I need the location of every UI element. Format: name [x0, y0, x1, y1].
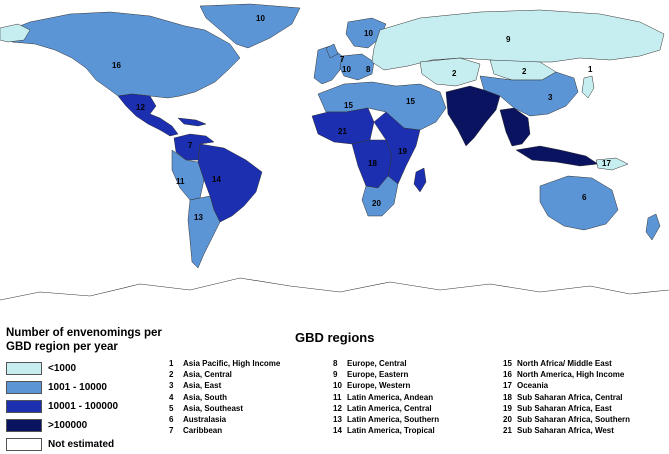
- region-asia-pacific-high-income: [581, 75, 595, 99]
- region-australasia: [539, 175, 619, 231]
- gbd-region-item: 21 Sub Saharan Africa, West: [503, 426, 614, 436]
- map-label-africa-west: 21: [338, 127, 347, 136]
- gbd-region-item: 19 Sub Saharan Africa, East: [503, 403, 612, 413]
- legend-swatch: [6, 419, 42, 432]
- map-label-uk: 7: [340, 55, 345, 64]
- region-latam-northern: [173, 133, 215, 161]
- region-latam-central: [117, 93, 179, 137]
- region-ssa-southern: [361, 175, 399, 217]
- gbd-region-item: 14 Latin America, Tropical: [333, 426, 435, 436]
- map-label-scandinavia: 10: [364, 29, 373, 38]
- legend-swatch: [6, 438, 42, 451]
- legend-row: >100000: [6, 416, 166, 435]
- region-oceania: [595, 157, 629, 171]
- map-label-middle-east: 15: [406, 97, 415, 106]
- map-label-caribbean: 7: [188, 141, 193, 150]
- legend-label: 10001 - 100000: [48, 401, 119, 412]
- region-ssa-west: [311, 107, 375, 145]
- gbd-region-item: 7 Caribbean: [169, 426, 223, 436]
- region-latam-southern: [187, 195, 221, 269]
- map-label-central-asia-east: 2: [522, 67, 527, 76]
- region-asia-central: [419, 57, 481, 87]
- region-caribbean: [177, 117, 207, 127]
- map-label-latam-central: 12: [136, 103, 145, 112]
- region-asia-southeast: [499, 107, 531, 147]
- region-alaska-low: [0, 23, 31, 43]
- legend-title: Number of envenomings per GBD region per…: [6, 326, 166, 354]
- gbd-region-item: 12 Latin America, Central: [333, 403, 432, 413]
- region-north-america-high-income: [3, 11, 241, 99]
- region-new-zealand: [645, 213, 661, 241]
- region-madagascar: [413, 167, 427, 193]
- region-greenland: [199, 3, 301, 49]
- map-label-greenland: 10: [256, 14, 265, 23]
- world-map: 10 16 9 10 10 8 7 2 2 3 15 15 21 18 19 2…: [0, 3, 669, 301]
- gbd-region-item: 3 Asia, East: [169, 381, 222, 391]
- gbd-region-item: 4 Asia, South: [169, 392, 228, 402]
- legend-label: <1000: [48, 363, 77, 374]
- map-label-africa-southern: 20: [372, 199, 381, 208]
- gbd-region-item: 6 Australasia: [169, 414, 227, 424]
- map-label-southern-latam: 13: [194, 213, 203, 222]
- map-label-japan: 1: [588, 65, 593, 74]
- gbd-region-item: 11 Latin America, Andean: [333, 392, 434, 402]
- map-label-oceania: 17: [602, 159, 611, 168]
- legend-swatch: [6, 381, 42, 394]
- gbd-region-item: 18 Sub Saharan Africa, Central: [503, 392, 623, 402]
- legend-label: >100000: [48, 420, 88, 431]
- legend-label: 1001 - 10000: [48, 382, 107, 393]
- map-label-eastern-europe: 9: [506, 35, 511, 44]
- gbd-region-item: 16 North America, High Income: [503, 370, 625, 380]
- gbd-region-item: 20 Sub Saharan Africa, Southern: [503, 414, 631, 424]
- map-label-central-europe: 8: [366, 65, 371, 74]
- region-europe-eastern: [371, 9, 665, 71]
- region-europe-central: [339, 53, 375, 81]
- gbd-region-column-2: 8 Europe, Central 9 Europe, Eastern 10 Euro…: [333, 358, 439, 436]
- antarctica-outline: [0, 277, 669, 301]
- legend-row: <1000: [6, 359, 166, 378]
- map-label-andean: 11: [176, 177, 185, 186]
- map-label-east-asia: 3: [548, 93, 553, 102]
- map-label-north-america: 16: [112, 61, 121, 70]
- gbd-region-column-3: 15 North Africa/ Middle East 16 North Amer…: [503, 358, 630, 436]
- map-label-australia: 6: [582, 193, 587, 202]
- gbd-region-item: 5 Asia, Southeast: [169, 403, 244, 413]
- map-label-tropical: 14: [212, 175, 221, 184]
- legend-swatch: [6, 362, 42, 375]
- map-label-north-africa: 15: [344, 101, 353, 110]
- region-uk: [325, 43, 339, 59]
- region-ssa-east: [373, 111, 421, 185]
- gbd-region-item: 9 Europe, Eastern: [333, 370, 409, 380]
- gbd-region-item: 8 Europe, Central: [333, 359, 407, 368]
- legend-row: 1001 - 10000: [6, 378, 166, 397]
- region-scandinavia: [345, 17, 387, 49]
- legend-row: 10001 - 100000: [6, 397, 166, 416]
- map-label-central-asia-west: 2: [452, 69, 457, 78]
- legend-title-line2: GBD region per year: [6, 341, 118, 353]
- legend-title-line1: Number of envenomings per: [6, 327, 162, 339]
- map-label-western-europe: 10: [342, 65, 351, 74]
- gbd-region-item: 15 North Africa/ Middle East: [503, 359, 612, 368]
- gbd-region-item: 10 Europe, Western: [333, 381, 411, 391]
- gbd-region-item: 17 Oceania: [503, 381, 549, 391]
- legend-swatch: [6, 400, 42, 413]
- gbd-region-item: 13 Latin America, Southern: [333, 414, 440, 424]
- map-label-africa-central: 18: [368, 159, 377, 168]
- envenoming-legend: Number of envenomings per GBD region per…: [6, 326, 166, 454]
- gbd-region-item: 2 Asia, Central: [169, 370, 232, 380]
- map-label-africa-east: 19: [398, 147, 407, 156]
- gbd-region-item: 1 Asia Pacific, High Income: [169, 359, 281, 368]
- gbd-regions-title: GBD regions: [295, 330, 375, 345]
- legend-row: Not estimated: [6, 435, 166, 454]
- region-asia-south: [445, 85, 501, 147]
- gbd-region-column-1: 1 Asia Pacific, High Income 2 Asia, Centra…: [169, 358, 280, 436]
